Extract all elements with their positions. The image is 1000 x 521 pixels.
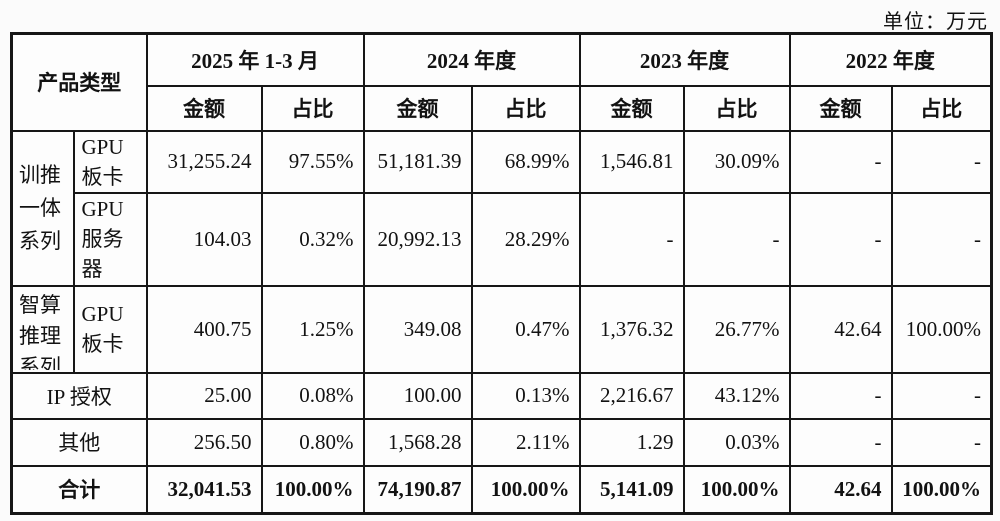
subheader-ratio-2024: 占比	[470, 84, 581, 132]
subheader-amount-2025: 金额	[145, 84, 263, 132]
amount-cell: 51,181.39	[362, 129, 473, 194]
amount-cell: 349.08	[362, 284, 473, 374]
subheader-amount-2022: 金额	[788, 84, 893, 132]
table-row-gpu-board-inference: 智算 推理 系列 GPU 板卡 400.75 1.25% 349.08 0.47…	[10, 284, 993, 374]
table-row-other: 其他 256.50 0.80% 1,568.28 2.11% 1.29 0.03…	[10, 417, 993, 467]
ratio-cell: -	[890, 191, 993, 287]
subheader-ratio-2025: 占比	[260, 84, 365, 132]
amount-cell: -	[578, 191, 685, 287]
ratio-cell: 97.55%	[260, 129, 365, 194]
ratio-cell: -	[682, 191, 791, 287]
amount-cell: 20,992.13	[362, 191, 473, 287]
amount-cell: -	[788, 417, 893, 467]
table-row-gpu-server: GPU 服务 器 104.03 0.32% 20,992.13 28.29% -…	[12, 191, 993, 287]
corner-header-product-type: 产品类型	[10, 32, 148, 132]
amount-cell: -	[788, 371, 893, 420]
amount-cell: 2,216.67	[578, 371, 685, 420]
amount-cell: 42.64	[788, 284, 893, 374]
subheader-ratio-2023: 占比	[682, 84, 791, 132]
period-header-2024: 2024 年度	[362, 32, 581, 87]
period-header-2022: 2022 年度	[788, 32, 993, 87]
ratio-cell: 0.13%	[470, 371, 581, 420]
amount-cell: 256.50	[145, 417, 263, 467]
amount-cell: 32,041.53	[145, 464, 263, 515]
ratio-cell: 100.00%	[470, 464, 581, 515]
series-label-inference-series: 智算 推理 系列	[10, 284, 75, 374]
product-label-gpu-board: GPU 板卡	[72, 129, 148, 194]
ratio-cell: 26.77%	[682, 284, 791, 374]
table-row-gpu-board-training: 训推 一体 系列 GPU 板卡 31,255.24 97.55% 51,181.…	[10, 129, 993, 287]
row-label-total: 合计	[10, 464, 148, 515]
ratio-cell: 0.80%	[260, 417, 365, 467]
ratio-cell: -	[890, 371, 993, 420]
amount-cell: 1,376.32	[578, 284, 685, 374]
ratio-cell: 0.32%	[260, 191, 365, 287]
ratio-cell: 2.11%	[470, 417, 581, 467]
product-label-gpu-board: GPU 板卡	[72, 284, 148, 374]
amount-cell: 1,546.81	[578, 129, 685, 194]
period-header-2023: 2023 年度	[578, 32, 791, 87]
ratio-cell: 100.00%	[682, 464, 791, 515]
series-label-training-series: 训推 一体 系列	[10, 129, 75, 287]
amount-cell: 100.00	[362, 371, 473, 420]
ratio-cell: 0.47%	[470, 284, 581, 374]
ratio-cell: 0.03%	[682, 417, 791, 467]
ratio-cell: -	[890, 417, 993, 467]
table-row-total: 合计 32,041.53 100.00% 74,190.87 100.00% 5…	[10, 464, 993, 515]
row-label-ip-licensing: IP 授权	[10, 371, 148, 420]
header-row-subheaders: 金额 占比 金额 占比 金额 占比 金额 占比	[12, 84, 993, 132]
ratio-cell: 100.00%	[260, 464, 365, 515]
amount-cell: -	[788, 191, 893, 287]
header-row-periods: 产品类型 2025 年 1-3 月 2024 年度 2023 年度 2022 年…	[10, 32, 993, 132]
ratio-cell: 1.25%	[260, 284, 365, 374]
ratio-cell: 43.12%	[682, 371, 791, 420]
amount-cell: 31,255.24	[145, 129, 263, 194]
amount-cell: 1,568.28	[362, 417, 473, 467]
revenue-by-product-table: 产品类型 2025 年 1-3 月 2024 年度 2023 年度 2022 年…	[10, 32, 993, 515]
ratio-cell: 0.08%	[260, 371, 365, 420]
amount-cell: 1.29	[578, 417, 685, 467]
amount-cell: 25.00	[145, 371, 263, 420]
period-header-2025q1: 2025 年 1-3 月	[145, 32, 365, 87]
subheader-ratio-2022: 占比	[890, 84, 993, 132]
ratio-cell: 68.99%	[470, 129, 581, 194]
ratio-cell: 30.09%	[682, 129, 791, 194]
subheader-amount-2023: 金额	[578, 84, 685, 132]
amount-cell: 42.64	[788, 464, 893, 515]
amount-cell: 5,141.09	[578, 464, 685, 515]
amount-cell: -	[788, 129, 893, 194]
amount-cell: 74,190.87	[362, 464, 473, 515]
amount-cell: 104.03	[145, 191, 263, 287]
product-label-gpu-server: GPU 服务 器	[72, 191, 148, 287]
ratio-cell: 100.00%	[890, 464, 993, 515]
unit-label: 单位：万元	[883, 11, 988, 33]
row-label-other: 其他	[10, 417, 148, 467]
ratio-cell: 100.00%	[890, 284, 993, 374]
subheader-amount-2024: 金额	[362, 84, 473, 132]
ratio-cell: 28.29%	[470, 191, 581, 287]
ratio-cell: -	[890, 129, 993, 194]
table-row-ip-licensing: IP 授权 25.00 0.08% 100.00 0.13% 2,216.67 …	[10, 371, 993, 420]
amount-cell: 400.75	[145, 284, 263, 374]
